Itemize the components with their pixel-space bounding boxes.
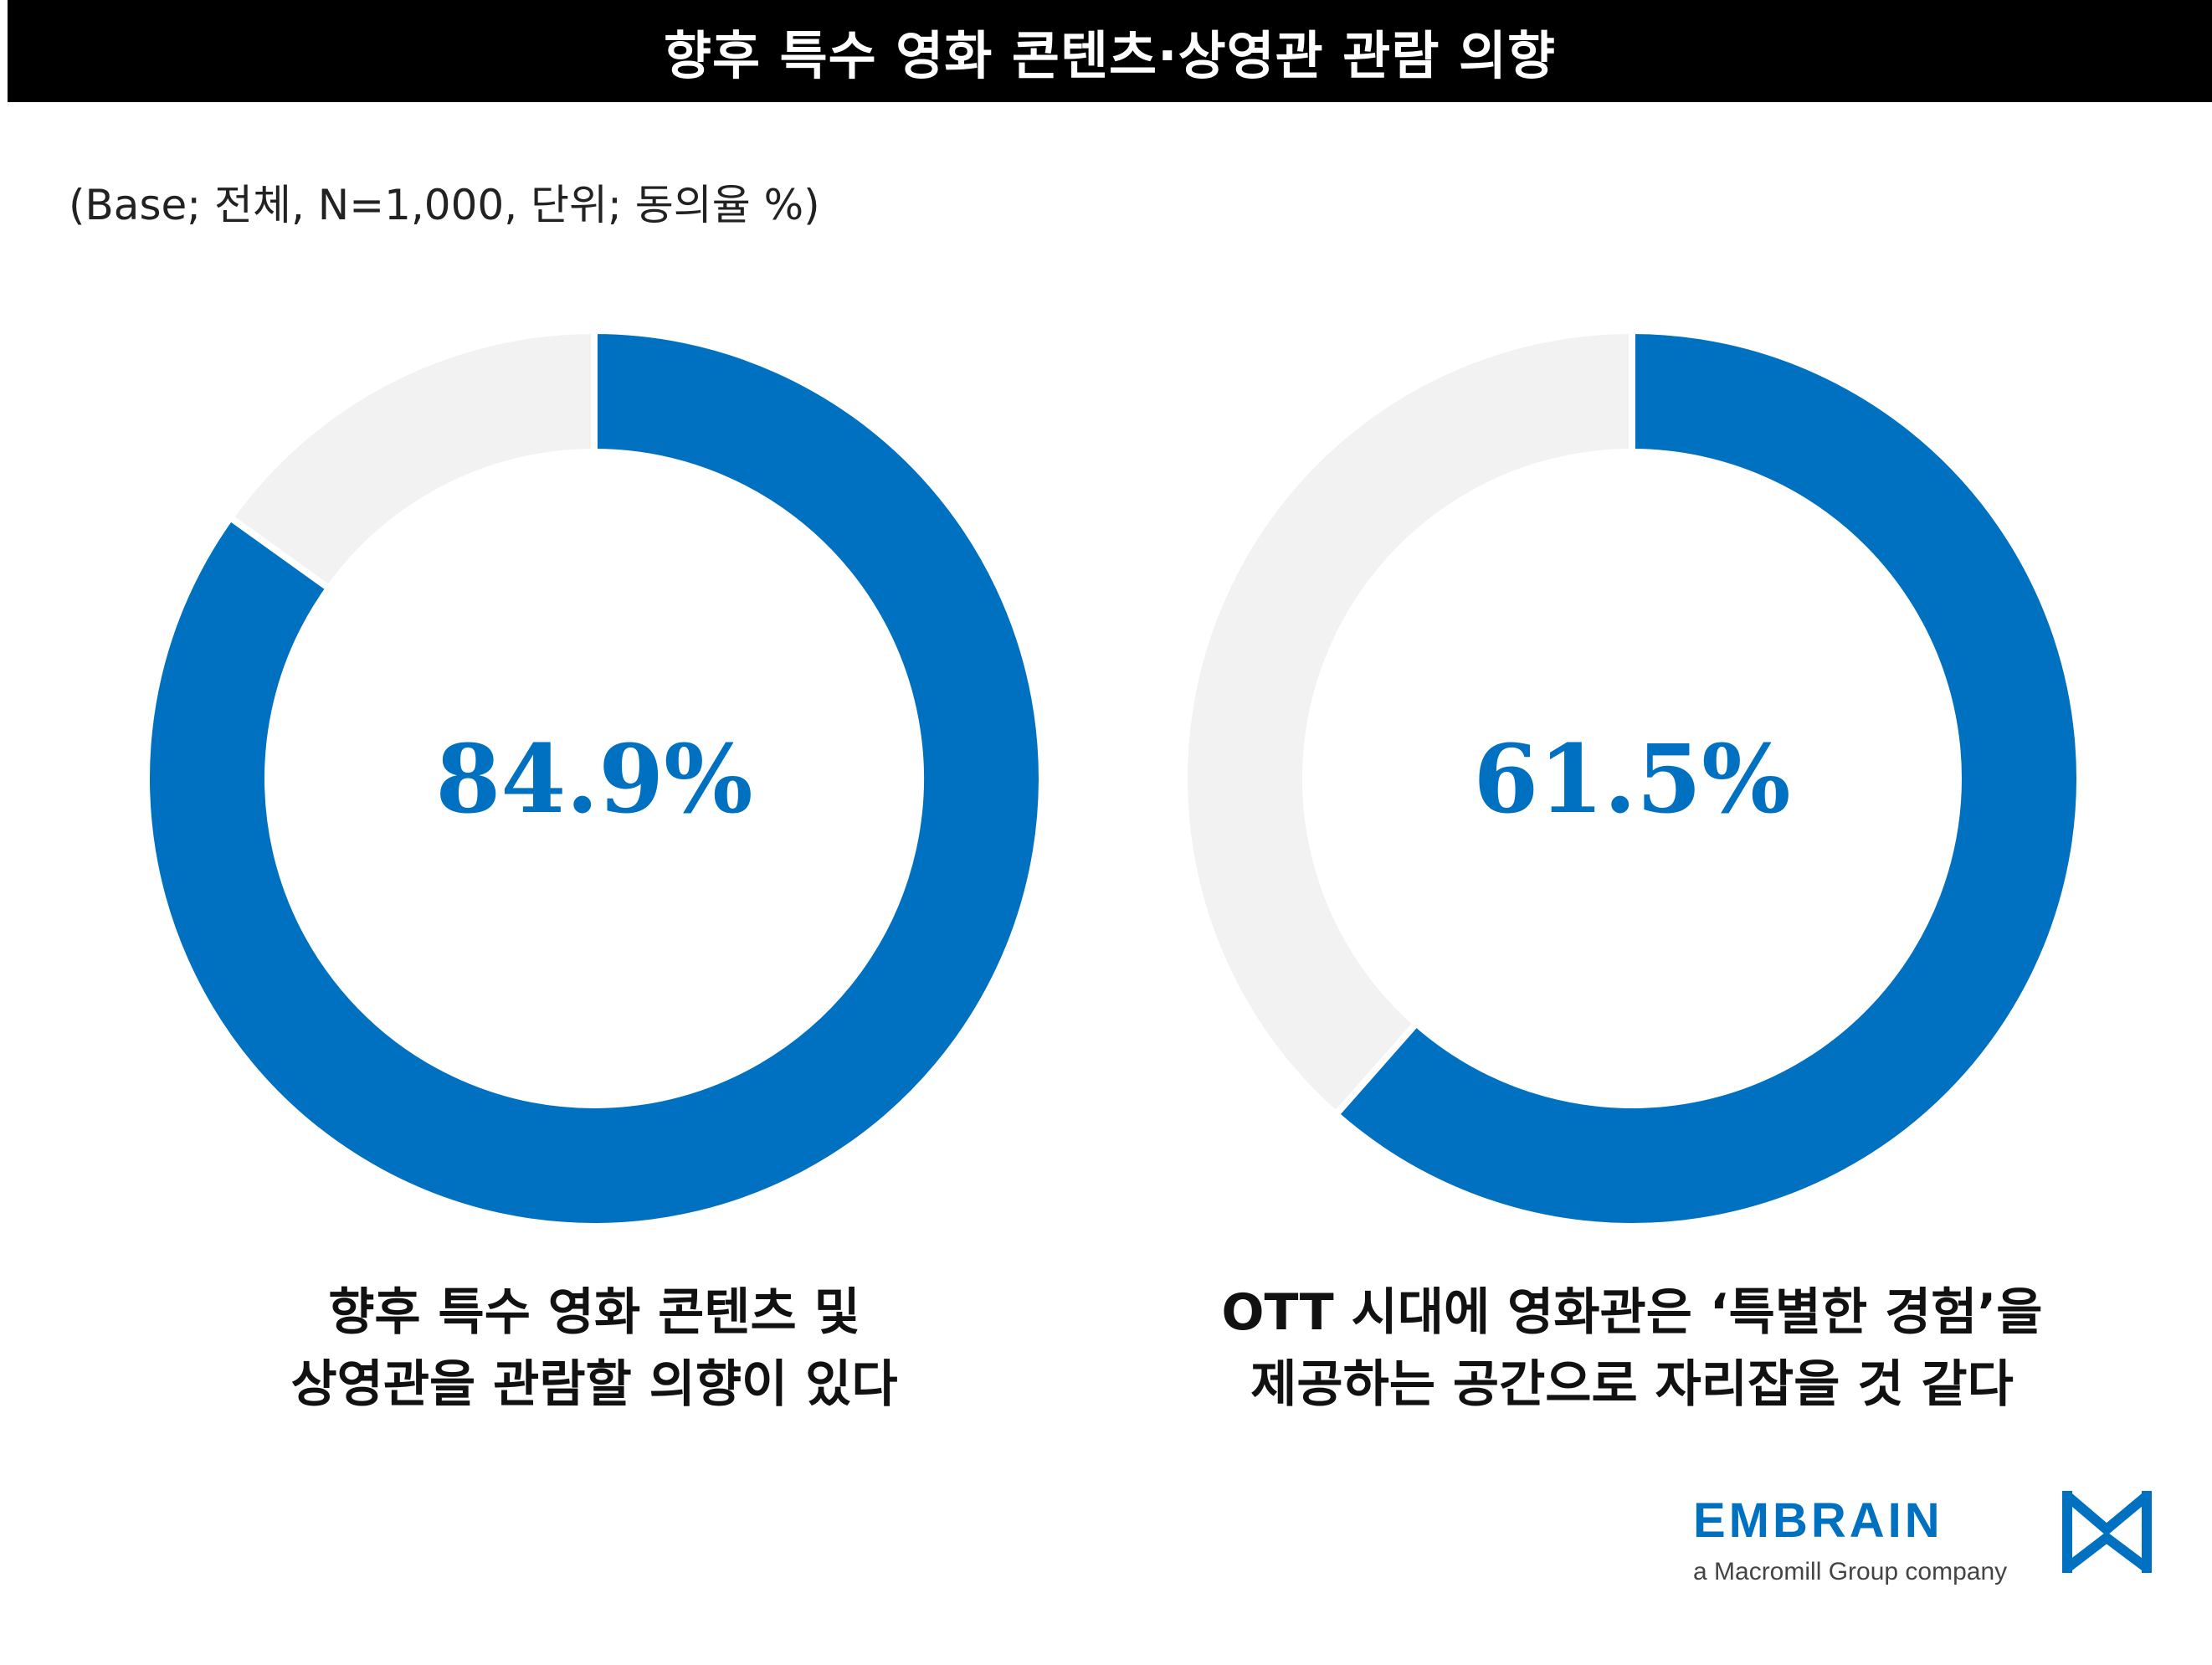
donut-2-caption: OTT 시대에 영화관은 ‘특별한 경험’을 제공하는 공간으로 자리잡을 것 … — [1172, 1277, 2092, 1421]
donut-1-caption: 향후 특수 영화 콘텐츠 및 상영관을 관람할 의향이 있다 — [134, 1277, 1055, 1421]
donut-chart-1: 84.9% — [142, 326, 1046, 1231]
donut-chart-2: 61.5% — [1180, 326, 2084, 1231]
donut-1-remainder-segment — [225, 326, 598, 594]
donut-2-remainder-segment — [1181, 326, 1635, 1119]
donut-1-caption-line-2: 상영관을 관람할 의향이 있다 — [290, 1355, 898, 1414]
donut-1-caption-line-1: 향후 특수 영화 콘텐츠 및 — [328, 1283, 860, 1342]
donut-2-value-segment — [1331, 326, 2083, 1230]
page-title: 향후 특수 영화 콘텐츠·상영관 관람 의향 — [663, 25, 1557, 86]
title-bar: 향후 특수 영화 콘텐츠·상영관 관람 의향 — [8, 0, 2212, 102]
logo-wordmark: EMBRAIN — [1693, 1493, 1943, 1548]
embrain-logo-icon — [2062, 1491, 2152, 1573]
donut-chart-1-svg: 84.9% — [143, 326, 1045, 1230]
donut-1-center-value: 84.9% — [435, 725, 752, 835]
embrain-logo: EMBRAIN a Macromill Group company — [1686, 1486, 2155, 1603]
donut-2-center-value: 61.5% — [1473, 725, 1790, 835]
donut-2-caption-line-1: OTT 시대에 영화관은 ‘특별한 경험’을 — [1221, 1283, 2043, 1342]
base-note: (Base; 전체, N=1,000, 단위; 동의율 %) — [69, 181, 820, 229]
logo-tagline: a Macromill Group company — [1693, 1558, 2008, 1585]
donut-2-caption-line-2: 제공하는 공간으로 자리잡을 것 같다 — [1250, 1355, 2014, 1414]
donut-1-value-segment — [143, 326, 1045, 1230]
donut-chart-2-svg: 61.5% — [1181, 326, 2083, 1230]
